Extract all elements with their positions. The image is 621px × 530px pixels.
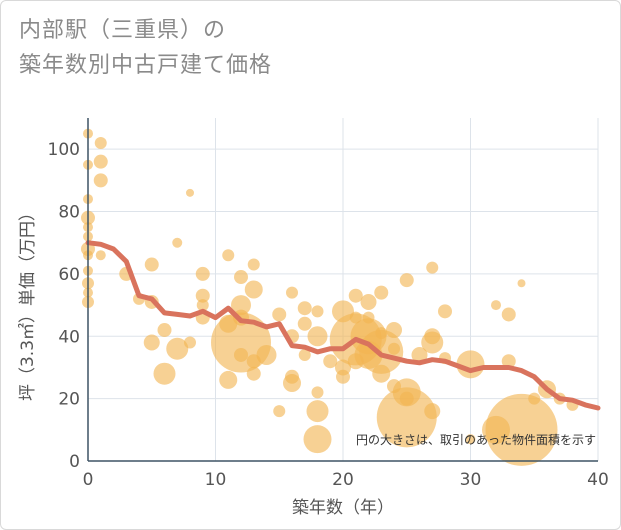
bubble-point: [256, 344, 277, 365]
grid: [88, 118, 599, 461]
bubble-point: [485, 393, 558, 466]
chart-title-line-1: 内部駅（三重県）の: [19, 18, 227, 43]
bubble-point: [286, 286, 298, 299]
bubble-point: [336, 369, 350, 384]
bubble-point: [272, 307, 287, 322]
bubbles: [81, 128, 579, 466]
bubble-point: [153, 362, 176, 385]
bubble-point: [323, 354, 338, 369]
bubble-point: [231, 295, 251, 316]
bubble-point: [376, 387, 437, 448]
x-tick-label: 30: [460, 470, 482, 490]
axes: 0 20 40 60 80 100 0 10 20 30 40: [48, 118, 609, 490]
bubble-point: [386, 322, 402, 339]
bubble-point: [297, 316, 312, 331]
bubble-point: [246, 366, 261, 381]
bubble-point: [360, 293, 377, 310]
bubble-point: [297, 301, 312, 316]
bubble-point: [424, 403, 441, 420]
bubble-point: [306, 400, 329, 423]
bubble-point: [184, 336, 196, 349]
trend-line: [85, 240, 601, 411]
bubble-point: [374, 285, 389, 300]
bubble-point: [234, 347, 248, 362]
bubble-point: [166, 337, 189, 360]
bubble-point: [501, 307, 516, 322]
bubble-point: [399, 391, 414, 406]
bubble-point: [372, 364, 391, 383]
bubble-point: [143, 334, 160, 351]
bubble-point: [388, 342, 400, 355]
y-tick-label: 80: [58, 203, 80, 223]
x-tick-label: 0: [83, 470, 94, 490]
x-tick-label: 20: [332, 470, 354, 490]
bubble-point: [244, 280, 263, 299]
y-tick-label: 20: [58, 390, 80, 410]
size-note: 円の大きさは、取引のあった物件面積を示す: [356, 432, 596, 447]
bubble-point: [426, 261, 439, 274]
bubble-point: [311, 386, 324, 399]
bubble-point: [303, 425, 332, 454]
bubble-point: [247, 258, 260, 271]
bubble-point: [157, 323, 172, 338]
bubble-point: [93, 173, 108, 188]
bubble-point: [93, 154, 108, 169]
y-tick-label: 60: [58, 265, 80, 285]
bubble-point: [399, 273, 414, 288]
bubble-point: [411, 346, 428, 363]
bubble-point: [491, 300, 501, 311]
bubble-point: [186, 188, 194, 197]
y-tick-label: 100: [48, 140, 80, 160]
bubble-point: [234, 270, 248, 285]
bubble-point: [517, 279, 526, 288]
chart-title: 内部駅（三重県）の 築年数別中古戸建て価格: [19, 13, 272, 83]
bubble-point: [465, 434, 476, 445]
bubble-point: [144, 257, 159, 272]
y-tick-label: 0: [69, 452, 80, 472]
bubble-point: [195, 266, 210, 281]
y-axis-label: 坪（3.3㎡）単価（万円）: [18, 204, 38, 401]
bubble-point: [298, 348, 311, 361]
bubble-point: [528, 392, 541, 405]
bubble-point: [438, 304, 452, 319]
x-tick-label: 10: [205, 470, 227, 490]
bubble-point: [219, 370, 238, 389]
bubble-point: [172, 237, 183, 248]
x-axis-label: 築年数（年）: [292, 498, 394, 518]
bubble-point: [307, 326, 328, 347]
bubble-point: [311, 305, 324, 318]
bubble-point: [273, 405, 286, 418]
bubble-point: [283, 374, 301, 393]
bubble-point: [222, 249, 235, 262]
bubble-point: [348, 288, 363, 303]
bubble-point: [94, 136, 107, 149]
bubble-point: [195, 288, 210, 303]
bubble-point: [421, 331, 444, 354]
x-tick-label: 40: [587, 470, 609, 490]
bubble-point: [95, 250, 106, 261]
chart-title-line-2: 築年数別中古戸建て価格: [19, 53, 273, 78]
bubble-point: [196, 299, 209, 312]
bubble-point: [501, 354, 516, 369]
y-tick-label: 40: [58, 327, 80, 347]
